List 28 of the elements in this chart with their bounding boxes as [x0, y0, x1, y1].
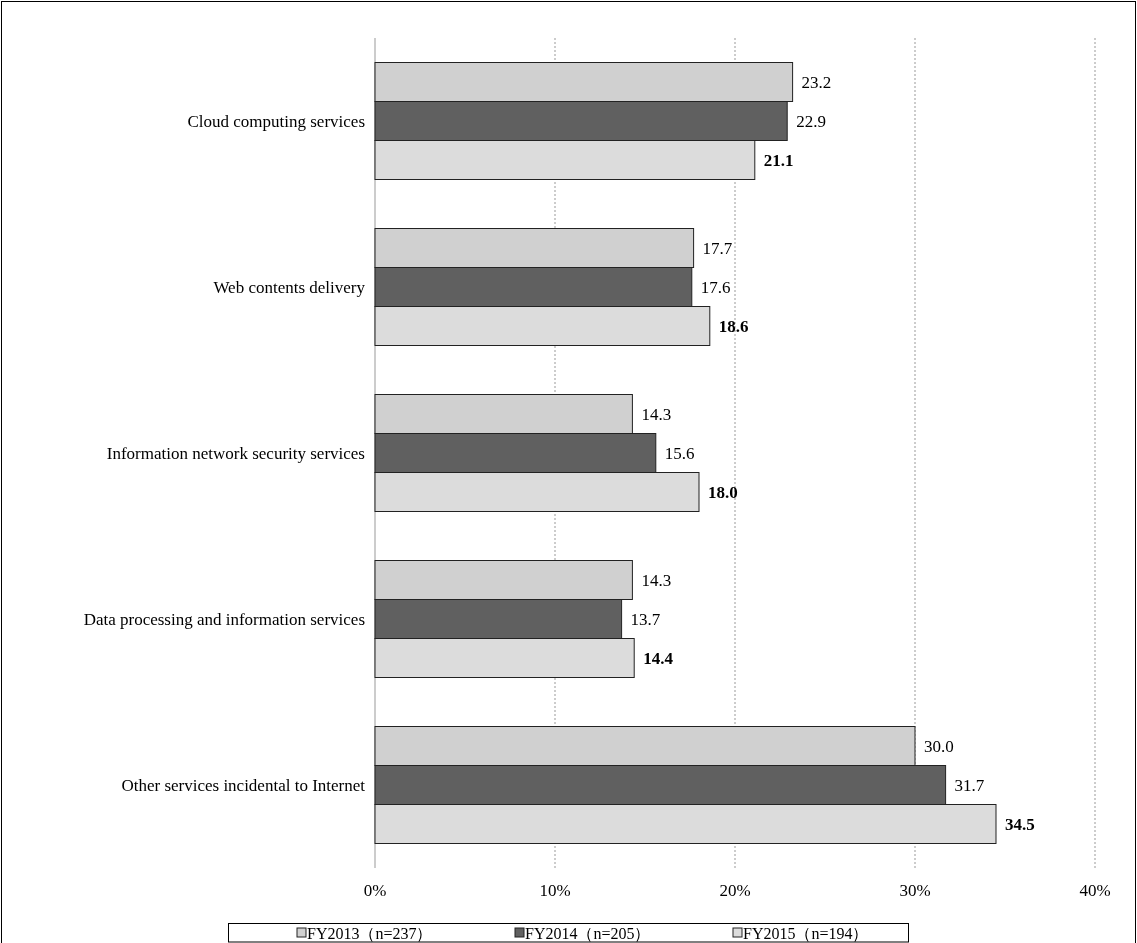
y-tick-label: Other services incidental to Internet	[121, 776, 366, 795]
data-label: 30.0	[924, 737, 954, 756]
legend-label: FY2015（n=194）	[743, 925, 869, 942]
x-tick-label: 10%	[539, 881, 571, 900]
data-label: 17.7	[702, 239, 733, 258]
data-label: 21.1	[763, 151, 794, 170]
x-tick-label: 20%	[719, 881, 751, 900]
data-label: 15.6	[664, 444, 695, 463]
x-tick-label: 40%	[1079, 881, 1111, 900]
data-label: 13.7	[630, 610, 661, 629]
x-tick-label: 30%	[899, 881, 931, 900]
data-label: 18.0	[708, 483, 738, 502]
y-tick-label: Data processing and information services	[83, 610, 365, 629]
y-tick-label: Web contents delivery	[213, 278, 366, 297]
data-label: 31.7	[954, 776, 985, 795]
data-label: 22.9	[796, 112, 826, 131]
y-tick-label: Cloud computing services	[187, 112, 365, 131]
data-label: 34.5	[1005, 815, 1035, 834]
y-tick-label: Information network security services	[106, 444, 365, 463]
legend-label: FY2014（n=205）	[525, 925, 651, 942]
data-label: 17.6	[700, 278, 731, 297]
data-label: 18.6	[718, 317, 749, 336]
data-label: 23.2	[801, 73, 832, 92]
x-tick-label: 0%	[363, 881, 387, 900]
data-label: 14.3	[641, 405, 672, 424]
data-label: 14.4	[643, 649, 674, 668]
data-label: 14.3	[641, 571, 672, 590]
legend-label: FY2013（n=237）	[307, 925, 433, 942]
